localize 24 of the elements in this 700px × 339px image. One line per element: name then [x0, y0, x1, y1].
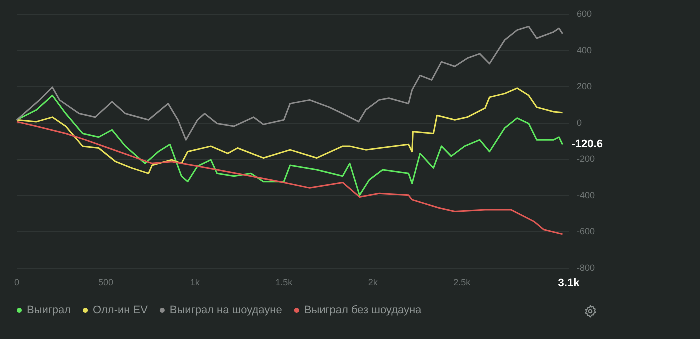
x-tick-label: 2k	[368, 278, 378, 288]
y-tick-label: -600	[577, 226, 596, 237]
line-series	[16, 94, 564, 196]
y-tick-label: -400	[577, 190, 596, 200]
legend-label: Выиграл	[27, 304, 72, 316]
x-tick-label: 2.5k	[454, 278, 472, 288]
x-tick-label: 1k	[190, 278, 200, 288]
y-tick-label: -200	[577, 154, 596, 164]
legend-label: Олл-ин EV	[93, 304, 149, 316]
line-series	[16, 26, 564, 141]
y-tick-label: -800	[577, 263, 596, 273]
y-tick-label: 400	[577, 45, 592, 56]
y-tick-label: 0	[577, 118, 582, 128]
x-tick-label: 0	[14, 278, 20, 288]
x-tick-label: 500	[98, 278, 114, 288]
y-tick-label: 200	[577, 82, 592, 92]
x-tick-label: 3.1k	[558, 278, 581, 290]
line-series	[16, 121, 564, 236]
x-tick-label: 1.5k	[276, 278, 294, 288]
line-series	[16, 88, 564, 174]
y-tick-label: 600	[577, 9, 592, 19]
legend-label: Выиграл на шоудауне	[170, 304, 282, 316]
legend-label: Выиграл без шоудауна	[304, 304, 423, 316]
annotation: -120.6	[572, 138, 603, 151]
